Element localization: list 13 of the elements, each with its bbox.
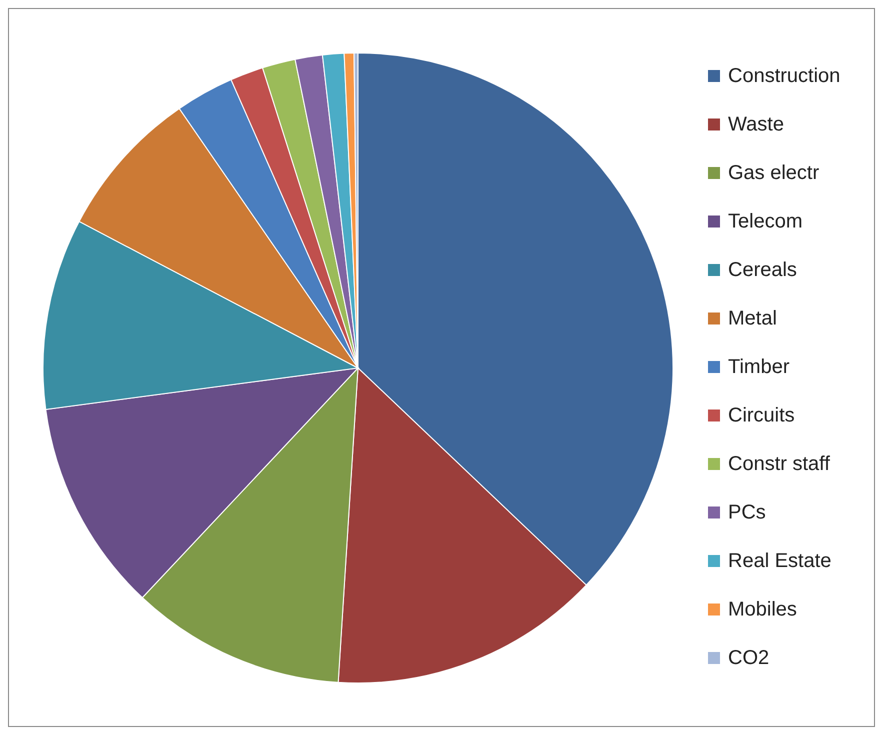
legend-label: Telecom — [728, 210, 802, 232]
legend-label: Metal — [728, 308, 777, 330]
legend-label: Real Estate — [728, 550, 832, 572]
legend-label: Construction — [728, 65, 840, 87]
legend-label: Cereals — [728, 259, 797, 281]
legend-label: Circuits — [728, 404, 795, 426]
legend-label: Gas electr — [728, 162, 820, 184]
legend-label: Waste — [728, 114, 784, 136]
legend-label: CO2 — [728, 647, 770, 669]
legend-label: Timber — [728, 356, 790, 378]
legend-label: PCs — [728, 502, 766, 524]
legend-label: Mobiles — [728, 598, 797, 620]
legend-label: Constr staff — [728, 453, 830, 475]
